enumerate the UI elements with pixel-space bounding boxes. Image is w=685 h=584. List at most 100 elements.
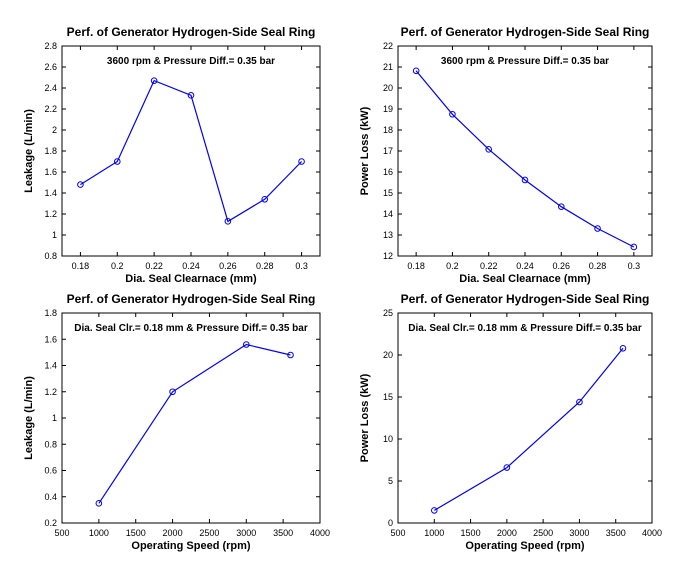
data-point [224, 218, 232, 225]
y-axis-label: Power Loss (kW) [359, 106, 371, 195]
y-tick-label: 0 [388, 518, 393, 528]
data-point [187, 92, 195, 99]
chart-panel-1: Perf. of Generator Hydrogen-Side Seal Ri… [23, 25, 321, 285]
y-tick-label: 2.4 [44, 83, 57, 93]
x-tick-label: 0.18 [407, 261, 425, 271]
data-point [298, 158, 305, 165]
y-tick-label: 25 [383, 308, 393, 318]
y-tick-label: 1.2 [44, 209, 57, 219]
x-tick-label: 3500 [606, 528, 626, 538]
chart-annotation: Dia. Seal Clr.= 0.18 mm & Pressure Diff.… [408, 323, 642, 334]
data-point [242, 341, 250, 348]
x-axis-label: Operating Speed (rpm) [465, 540, 585, 552]
x-tick-label: 0.24 [182, 261, 200, 271]
y-tick-label: 1.4 [44, 188, 57, 198]
data-point [576, 398, 583, 406]
x-tick-label: 1500 [461, 528, 481, 538]
x-tick-label: 0.2 [111, 261, 124, 271]
data-point [150, 77, 158, 84]
x-tick-label: 0.28 [256, 261, 274, 271]
y-tick-label: 2.2 [44, 104, 57, 114]
x-tick-label: 0.3 [628, 261, 641, 271]
y-tick-label: 15 [383, 188, 393, 198]
data-point [169, 388, 176, 396]
x-tick-label: 1500 [126, 528, 146, 538]
y-tick-label: 10 [383, 434, 393, 444]
data-point [630, 243, 638, 251]
x-tick-label: 0.24 [516, 261, 534, 271]
series-line [415, 70, 635, 248]
x-tick-label: 0.22 [145, 261, 163, 271]
y-tick-label: 14 [383, 209, 393, 219]
y-tick-label: 19 [383, 104, 393, 114]
plot-frame [61, 312, 321, 524]
x-axis-label: Operating Speed (rpm) [131, 540, 251, 552]
y-axis-label: Leakage (L/min) [23, 109, 35, 193]
data-point [412, 67, 420, 75]
y-axis-label: Leakage (L/min) [23, 376, 35, 460]
x-tick-label: 1000 [424, 528, 444, 538]
data-point [449, 110, 456, 118]
x-tick-label: 2500 [533, 528, 553, 538]
x-axis-label: Dia. Seal Clearnace (mm) [125, 273, 257, 285]
y-tick-label: 0.8 [44, 439, 57, 449]
y-tick-label: 1.4 [44, 361, 57, 371]
x-tick-label: 0.26 [219, 261, 237, 271]
data-point [557, 203, 565, 210]
chart-title: Perf. of Generator Hydrogen-Side Seal Ri… [401, 292, 650, 306]
y-tick-label: 13 [383, 230, 393, 240]
y-tick-label: 1.8 [44, 146, 57, 156]
x-tick-label: 1000 [89, 528, 109, 538]
y-tick-label: 16 [383, 167, 393, 177]
x-tick-label: 4000 [642, 528, 662, 538]
chart-annotation: 3600 rpm & Pressure Diff.= 0.35 bar [441, 56, 609, 67]
chart-annotation: 3600 rpm & Pressure Diff.= 0.35 bar [107, 56, 275, 67]
data-point [77, 181, 84, 188]
x-tick-label: 0.2 [446, 261, 459, 271]
data-point [113, 158, 121, 165]
x-tick-label: 0.18 [72, 261, 90, 271]
chart-panel-3: Perf. of Generator Hydrogen-Side Seal Ri… [23, 292, 330, 552]
y-tick-label: 2.6 [44, 62, 57, 72]
data-point [594, 225, 601, 232]
y-tick-label: 15 [383, 392, 393, 402]
x-tick-label: 3000 [569, 528, 589, 538]
y-tick-label: 17 [383, 146, 393, 156]
y-tick-label: 20 [383, 350, 393, 360]
y-tick-label: 0.6 [44, 466, 57, 476]
x-tick-label: 2000 [163, 528, 183, 538]
plot-frame [61, 45, 321, 257]
y-tick-label: 1 [52, 413, 57, 423]
y-tick-label: 1 [52, 230, 57, 240]
y-tick-label: 20 [383, 83, 393, 93]
series-line [98, 343, 291, 504]
data-point [619, 344, 627, 352]
x-tick-label: 500 [54, 528, 69, 538]
chart-panel-4: Perf. of Generator Hydrogen-Side Seal Ri… [359, 292, 662, 552]
chart-title: Perf. of Generator Hydrogen-Side Seal Ri… [67, 25, 316, 39]
y-tick-label: 12 [383, 251, 393, 261]
y-tick-label: 5 [388, 476, 393, 486]
plot-frame [397, 312, 653, 524]
x-tick-label: 0.28 [589, 261, 607, 271]
x-tick-label: 4000 [310, 528, 330, 538]
data-point [485, 146, 493, 153]
data-point [261, 196, 269, 203]
data-point [521, 176, 529, 184]
y-tick-label: 0.4 [44, 492, 57, 502]
y-tick-label: 21 [383, 62, 393, 72]
y-tick-label: 1.2 [44, 387, 57, 397]
y-tick-label: 0.2 [44, 518, 57, 528]
x-tick-label: 0.26 [553, 261, 571, 271]
data-point [95, 500, 103, 507]
y-tick-label: 1.8 [44, 308, 57, 318]
y-tick-label: 0.8 [44, 251, 57, 261]
x-tick-label: 2000 [497, 528, 517, 538]
series-line [433, 347, 624, 511]
x-tick-label: 0.22 [480, 261, 498, 271]
x-tick-label: 0.3 [295, 261, 308, 271]
y-tick-label: 2 [52, 125, 57, 135]
series-line [80, 79, 303, 223]
y-tick-label: 22 [383, 41, 393, 51]
